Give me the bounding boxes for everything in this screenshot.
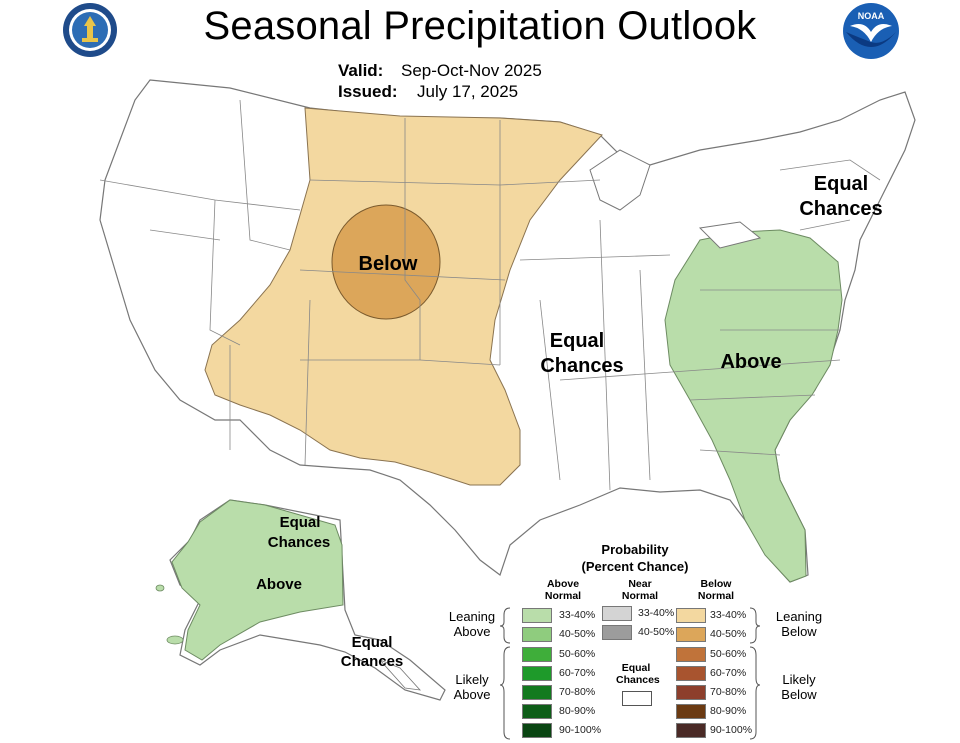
swatch-near-1-label: 33-40%	[638, 607, 675, 619]
label-ec-ne-1: Equal	[814, 173, 868, 195]
legend-above-header: Above Normal	[544, 578, 582, 602]
label-below: Below	[359, 253, 418, 275]
label-ec-central-1: Equal	[550, 330, 604, 352]
swatch-below-4-label: 60-70%	[710, 667, 747, 679]
swatch-above-6-label: 80-90%	[559, 705, 596, 717]
swatch-below-4	[676, 666, 706, 681]
swatch-above-2-label: 40-50%	[559, 628, 596, 640]
label-ec-ak-south-1: Equal	[352, 634, 393, 651]
swatch-below-1-label: 33-40%	[710, 609, 747, 621]
legend-likely-below: Likely Below	[781, 672, 817, 702]
swatch-above-5	[522, 685, 552, 700]
label-above-alaska: Above	[256, 576, 302, 593]
label-above-east: Above	[720, 351, 781, 373]
issued-value: July 17, 2025	[417, 82, 519, 101]
legend: Probability (Percent Chance) Above Norma…	[440, 540, 840, 740]
aleutian-islands	[155, 584, 184, 645]
legend-near-header: Near Normal	[621, 578, 659, 602]
swatch-near-1	[602, 606, 632, 621]
swatch-above-2	[522, 627, 552, 642]
swatch-above-3-label: 50-60%	[559, 648, 596, 660]
swatch-equal-chances	[622, 691, 652, 706]
swatch-below-2	[676, 627, 706, 642]
swatch-below-1	[676, 608, 706, 623]
swatch-below-3	[676, 647, 706, 662]
swatch-near-2	[602, 625, 632, 640]
commerce-seal	[62, 2, 118, 58]
noaa-logo-text: NOAA	[858, 11, 885, 21]
swatch-below-7-label: 90-100%	[710, 724, 753, 736]
swatch-below-6-label: 80-90%	[710, 705, 747, 717]
issued-label: Issued:	[338, 82, 398, 101]
legend-likely-above: Likely Above	[453, 672, 491, 702]
noaa-logo-icon: NOAA	[843, 3, 899, 59]
se-alaska-islands	[379, 659, 422, 691]
legend-title-1: Probability	[601, 542, 669, 557]
swatch-above-4-label: 60-70%	[559, 667, 596, 679]
state-boundaries	[99, 99, 881, 491]
legend-leaning-below: Leaning Below	[775, 609, 823, 639]
above-normal-alaska	[171, 499, 344, 661]
valid-value: Sep-Oct-Nov 2025	[401, 61, 542, 80]
legend-brackets	[499, 607, 761, 740]
swatch-above-1	[522, 608, 552, 623]
map-title: Seasonal Precipitation Outlook	[203, 4, 757, 48]
swatch-below-5-label: 70-80%	[710, 686, 747, 698]
commerce-seal-icon	[63, 3, 117, 57]
swatch-above-4	[522, 666, 552, 681]
great-lakes	[589, 149, 762, 249]
label-ec-ak-north-1: Equal	[280, 514, 321, 531]
swatch-above-7-label: 90-100%	[559, 724, 602, 736]
swatch-above-1-label: 33-40%	[559, 609, 596, 621]
legend-below-header: Below Normal	[697, 578, 735, 602]
swatch-below-2-label: 40-50%	[710, 628, 747, 640]
noaa-logo: NOAA	[842, 2, 900, 60]
swatch-above-3	[522, 647, 552, 662]
swatch-above-6	[522, 704, 552, 719]
valid-label: Valid:	[338, 61, 384, 80]
swatch-above-5-label: 70-80%	[559, 686, 596, 698]
swatch-below-5	[676, 685, 706, 700]
above-normal-east	[664, 229, 843, 583]
swatch-below-6	[676, 704, 706, 719]
swatch-below-7	[676, 723, 706, 738]
label-ec-ne-2: Chances	[799, 198, 882, 220]
label-ec-central-2: Chances	[540, 355, 623, 377]
label-ec-ak-south-2: Chances	[341, 653, 404, 670]
legend-leaning-above: Leaning Above	[448, 609, 496, 639]
swatch-above-7	[522, 723, 552, 738]
swatch-below-3-label: 50-60%	[710, 648, 747, 660]
legend-equal-chances: Equal Chances	[616, 662, 660, 686]
legend-title-2: (Percent Chance)	[581, 559, 689, 574]
swatch-near-2-label: 40-50%	[638, 626, 675, 638]
label-ec-ak-north-2: Chances	[268, 534, 331, 551]
